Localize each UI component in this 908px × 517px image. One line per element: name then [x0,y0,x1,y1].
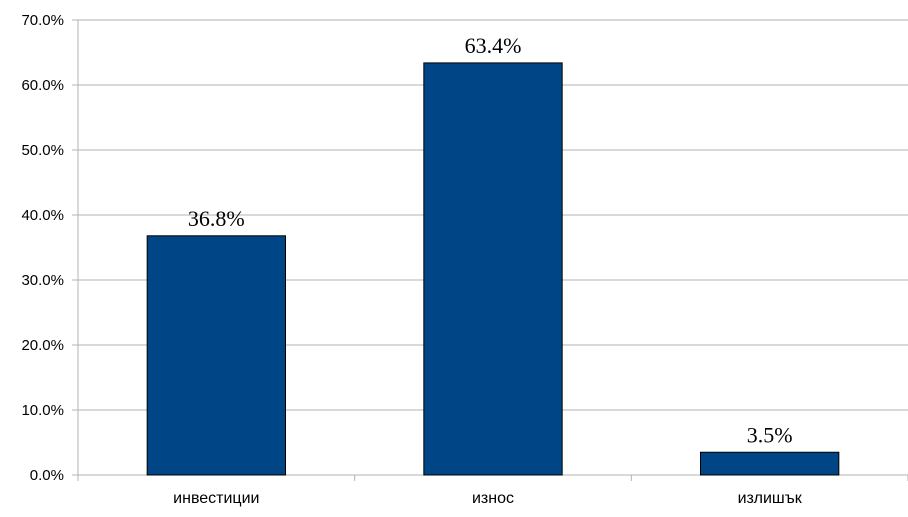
data-label: 3.5% [747,422,793,447]
y-tick-label: 40.0% [21,207,64,224]
x-category-labels: инвестиции износ излишък [173,490,803,507]
axes [77,20,908,481]
y-tick-label: 30.0% [21,272,64,289]
y-tick-label: 70.0% [21,12,64,29]
x-category-label: излишък [738,490,803,507]
y-tick-label: 0.0% [30,467,64,484]
bars [146,62,840,476]
data-labels: 36.8% 63.4% 3.5% [188,33,793,447]
data-label: 63.4% [465,33,522,58]
y-tick-label: 20.0% [21,337,64,354]
bar [700,451,840,476]
y-tick-labels: 0.0% 10.0% 20.0% 30.0% 40.0% 50.0% 60.0% 70.0% [21,12,64,484]
bar [423,62,563,476]
x-category-label: инвестиции [173,490,259,507]
y-tick-label: 60.0% [21,77,64,94]
y-tick-label: 10.0% [21,402,64,419]
y-tick-label: 50.0% [21,142,64,159]
bar [146,235,286,476]
x-category-label: износ [472,490,514,507]
data-label: 36.8% [188,206,245,231]
